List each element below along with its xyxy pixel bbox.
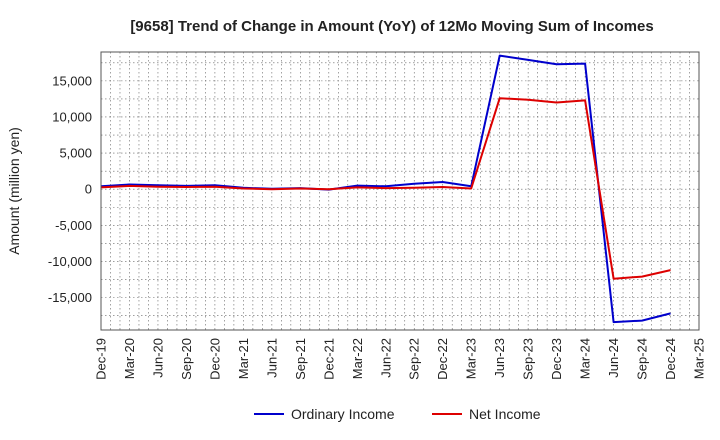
x-tick-label: Sep-22: [407, 338, 422, 380]
y-tick-label: -5,000: [55, 218, 92, 233]
x-tick-label: Dec-19: [94, 338, 109, 380]
legend-label-ordinary-income: Ordinary Income: [291, 406, 395, 422]
chart-title: [9658] Trend of Change in Amount (YoY) o…: [130, 18, 653, 35]
x-tick-label: Jun-21: [264, 338, 279, 378]
y-tick-label: 15,000: [52, 73, 92, 88]
x-tick-label: Dec-20: [207, 338, 222, 380]
y-axis-ticks: -15,000 -10,000 -5,000 0 5,000 10,000 15,000: [48, 73, 92, 305]
x-tick-label: Mar-25: [692, 338, 707, 379]
y-tick-label: -10,000: [48, 254, 92, 269]
x-tick-label: Dec-21: [321, 338, 336, 380]
x-tick-label: Mar-22: [350, 338, 365, 379]
legend-label-net-income: Net Income: [469, 406, 541, 422]
x-tick-label: Sep-20: [179, 338, 194, 380]
y-tick-label: 0: [85, 182, 92, 197]
x-tick-label: Mar-21: [236, 338, 251, 379]
x-axis-ticks: Dec-19 Mar-20 Jun-20 Sep-20 Dec-20 Mar-21 Jun-…: [94, 338, 707, 380]
x-tick-label: Mar-24: [578, 338, 593, 379]
y-tick-label: -15,000: [48, 290, 92, 305]
x-tick-label: Mar-23: [464, 338, 479, 379]
legend: Ordinary Income Net Income: [254, 406, 541, 422]
series-line-net-income: [100, 97, 671, 280]
series-layer: [100, 54, 671, 324]
x-tick-label: Mar-20: [122, 338, 137, 379]
series-line-ordinary-income: [100, 54, 671, 324]
x-tick-label: Sep-24: [635, 338, 650, 380]
x-tick-label: Dec-23: [549, 338, 564, 380]
x-tick-label: Dec-22: [435, 338, 450, 380]
x-tick-label: Jun-24: [606, 338, 621, 378]
plot-frame: [100, 51, 700, 331]
x-tick-label: Jun-23: [492, 338, 507, 378]
x-tick-label: Jun-20: [150, 338, 165, 378]
y-tick-label: 5,000: [59, 146, 92, 161]
x-tick-label: Sep-23: [521, 338, 536, 380]
x-tick-label: Jun-22: [378, 338, 393, 378]
y-axis-label: Amount (million yen): [6, 127, 22, 255]
x-tick-label: Sep-21: [293, 338, 308, 380]
x-tick-label: Dec-24: [663, 338, 678, 380]
y-tick-label: 10,000: [52, 109, 92, 124]
